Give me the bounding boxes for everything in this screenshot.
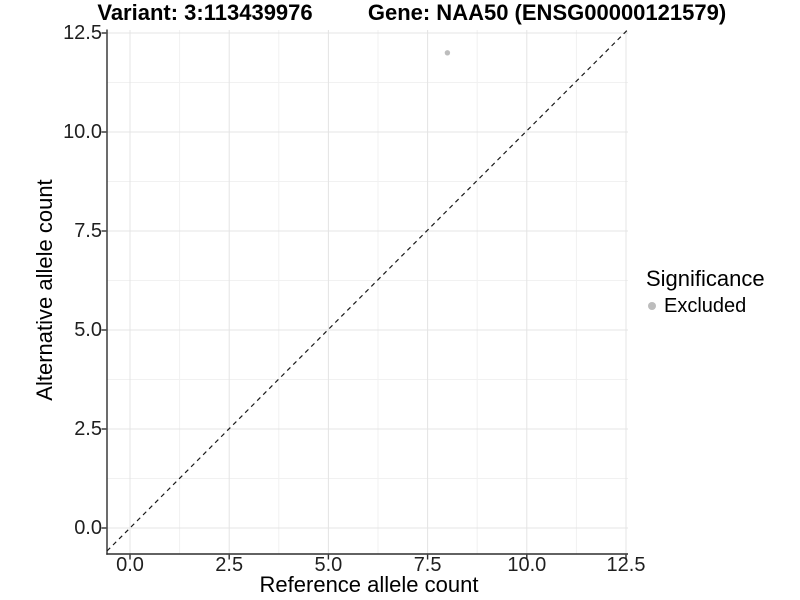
plot-title-gene: Gene: NAA50 (ENSG00000121579) [367, 0, 727, 25]
x-tick-label: 7.5 [413, 554, 442, 576]
gridlines-minor [107, 30, 628, 554]
data-point-excluded [444, 50, 451, 56]
axis-lines [106, 29, 628, 555]
y-tick-label: 12.5 [63, 22, 102, 44]
legend-key [646, 297, 664, 315]
y-tick-label: 0.0 [74, 517, 102, 539]
axis-tick-marks [101, 32, 627, 560]
x-tick-label: 0.0 [116, 554, 144, 576]
y-axis-title: Alternative allele count [32, 179, 57, 401]
y-tick-label: 2.5 [74, 418, 102, 440]
y-tick-label: 5.0 [74, 319, 102, 341]
identity-reference-line [106, 29, 629, 552]
plot-title-variant: Variant: 3:113439976 [97, 0, 313, 25]
legend-entry-excluded: Excluded [646, 294, 765, 318]
y-tick-label: 7.5 [74, 220, 102, 242]
y-tick-label: 10.0 [63, 121, 102, 143]
excluded-point-icon [648, 302, 656, 310]
x-tick-label: 2.5 [215, 554, 244, 576]
x-tick-label: 12.5 [606, 554, 646, 576]
legend-entry-label: Excluded [664, 295, 747, 317]
legend: Significance Excluded [646, 266, 765, 318]
legend-title: Significance [646, 266, 765, 291]
x-tick-label: 10.0 [507, 554, 547, 576]
gridlines-major [107, 30, 628, 554]
x-tick-label: 5.0 [314, 554, 343, 576]
x-axis-title: Reference allele count [259, 572, 479, 597]
